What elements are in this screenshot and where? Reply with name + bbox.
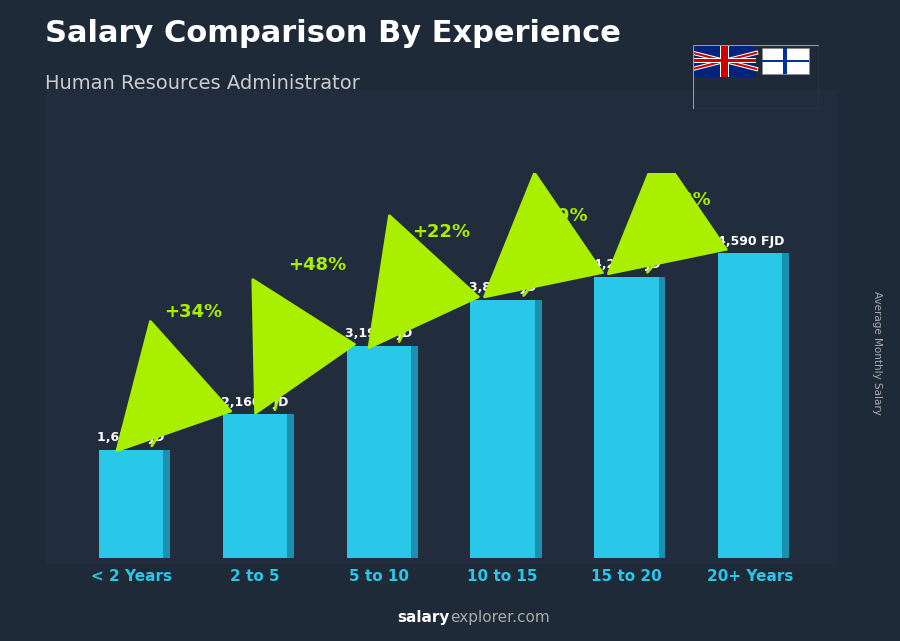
FancyArrowPatch shape xyxy=(369,216,478,347)
Polygon shape xyxy=(163,450,170,558)
Polygon shape xyxy=(411,346,418,558)
FancyBboxPatch shape xyxy=(762,48,808,74)
Bar xyxy=(471,300,535,558)
Bar xyxy=(45,90,837,564)
Text: +48%: +48% xyxy=(288,256,346,274)
Text: 4,240 FJD: 4,240 FJD xyxy=(593,258,661,271)
Bar xyxy=(99,450,163,558)
Polygon shape xyxy=(659,276,665,558)
Polygon shape xyxy=(535,300,542,558)
Text: +8%: +8% xyxy=(665,190,711,208)
Text: +34%: +34% xyxy=(164,303,222,321)
Text: explorer.com: explorer.com xyxy=(450,610,550,625)
Bar xyxy=(693,58,756,63)
Bar xyxy=(783,48,787,74)
Text: Average Monthly Salary: Average Monthly Salary xyxy=(872,290,883,415)
Bar xyxy=(693,60,756,63)
Bar xyxy=(720,45,729,77)
Bar xyxy=(762,60,808,63)
Text: 3,190 FJD: 3,190 FJD xyxy=(345,328,412,340)
FancyArrowPatch shape xyxy=(117,322,230,451)
Text: +22%: +22% xyxy=(411,223,470,241)
Bar xyxy=(222,415,287,558)
Text: 2,160 FJD: 2,160 FJD xyxy=(221,395,289,409)
Text: 3,890 FJD: 3,890 FJD xyxy=(469,281,536,294)
Bar xyxy=(693,45,756,77)
Text: +9%: +9% xyxy=(542,207,588,225)
Text: 1,620 FJD: 1,620 FJD xyxy=(97,431,165,444)
Bar xyxy=(718,253,782,558)
FancyArrowPatch shape xyxy=(608,150,726,274)
Polygon shape xyxy=(287,415,294,558)
Polygon shape xyxy=(782,253,789,558)
Text: salary: salary xyxy=(398,610,450,625)
Bar xyxy=(594,276,659,558)
Text: Human Resources Administrator: Human Resources Administrator xyxy=(45,74,360,93)
Text: 4,590 FJD: 4,590 FJD xyxy=(716,235,784,247)
FancyArrowPatch shape xyxy=(484,173,602,297)
FancyArrowPatch shape xyxy=(253,279,355,413)
Bar xyxy=(346,346,411,558)
Text: Salary Comparison By Experience: Salary Comparison By Experience xyxy=(45,19,621,48)
Bar xyxy=(721,45,728,77)
